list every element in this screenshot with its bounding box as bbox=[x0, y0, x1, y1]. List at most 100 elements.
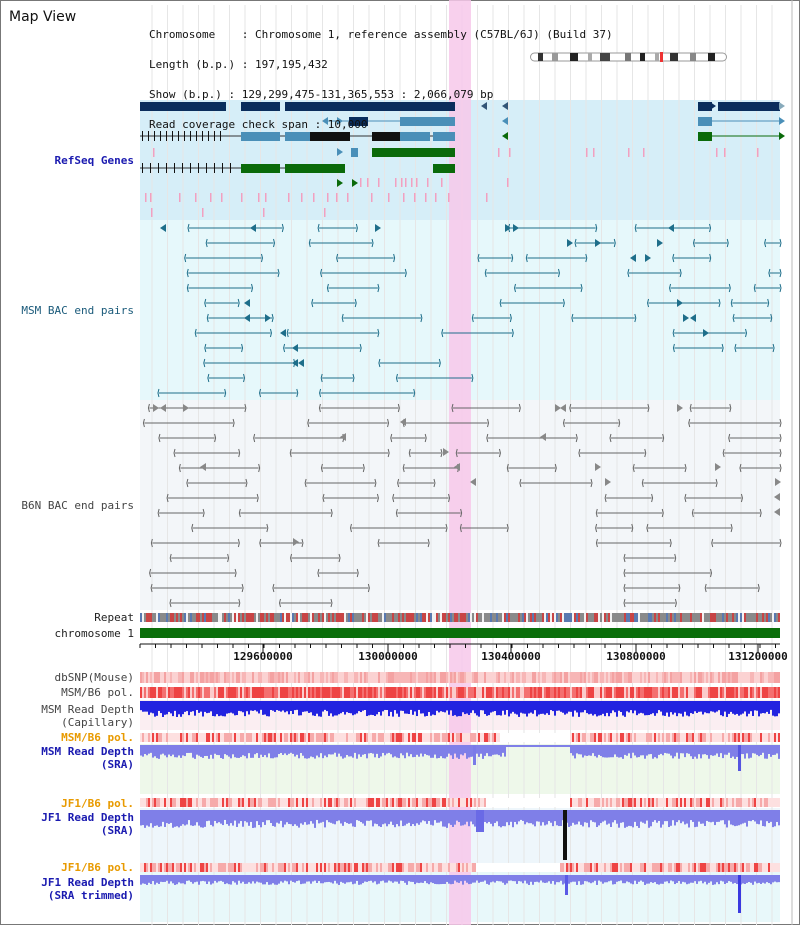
msm-pol2-mark bbox=[380, 733, 382, 742]
msm-pol2-mark bbox=[256, 733, 258, 742]
jf1-depth-sra-bar bbox=[588, 810, 590, 828]
jf1-depth-trim-bar bbox=[746, 875, 748, 883]
dbsnp-mark bbox=[706, 672, 708, 683]
msm-depth-cap-bar bbox=[686, 701, 688, 716]
msm-depth-cap-bar bbox=[644, 701, 646, 716]
msm-pol-mark bbox=[170, 687, 172, 698]
dbsnp-mark bbox=[756, 672, 758, 683]
jf1-pol2-mark bbox=[276, 863, 278, 872]
msm-pol-mark bbox=[740, 687, 742, 698]
repeat-mark bbox=[240, 613, 242, 622]
dbsnp-mark bbox=[376, 672, 378, 683]
jf1-depth-trim-bar bbox=[768, 875, 770, 884]
jf1-depth-sra-bar bbox=[168, 810, 170, 824]
gene-block bbox=[349, 117, 368, 126]
jf1-depth-trim-bar bbox=[358, 875, 360, 885]
jf1-depth-sra-bar bbox=[170, 810, 172, 823]
track-label-msm-bac[interactable]: MSM BAC end pairs bbox=[21, 304, 134, 317]
jf1-pol-mark bbox=[516, 798, 518, 807]
exon bbox=[142, 131, 143, 141]
jf1-depth-sra-bar bbox=[392, 810, 394, 825]
jf1-pol2-mark bbox=[456, 863, 458, 872]
msm-pol2-mark bbox=[756, 733, 758, 742]
exon bbox=[198, 163, 199, 173]
repeat-mark bbox=[656, 613, 658, 622]
msm-depth-cap-bar bbox=[556, 701, 558, 711]
repeat-mark bbox=[372, 613, 374, 622]
jf1-depth-sra-bar bbox=[144, 810, 146, 828]
msm-pol2-mark bbox=[364, 733, 366, 742]
jf1-pol-mark bbox=[234, 798, 236, 807]
repeat-mark bbox=[616, 613, 618, 622]
msm-pol-mark bbox=[704, 687, 706, 698]
jf1-depth-sra-bar bbox=[340, 810, 342, 824]
msm-depth-cap-bar bbox=[762, 701, 764, 714]
chromosome-ideogram[interactable] bbox=[530, 52, 727, 62]
msm-depth-sra-bar bbox=[510, 745, 512, 747]
msm-pol2-mark bbox=[158, 733, 160, 742]
jf1-depth-sra-bar bbox=[522, 810, 524, 821]
dbsnp-mark bbox=[708, 672, 710, 683]
msm-pol2-mark bbox=[428, 733, 430, 742]
jf1-pol-mark bbox=[338, 798, 340, 807]
jf1-depth-trim-bar bbox=[232, 875, 234, 882]
msm-pol2-mark bbox=[164, 733, 166, 742]
jf1-depth-sra-bar bbox=[238, 810, 240, 824]
jf1-depth-sra-bar bbox=[452, 810, 454, 827]
msm-pol-mark bbox=[690, 687, 692, 698]
msm-pol-mark bbox=[288, 687, 290, 698]
jf1-depth-sra-bar bbox=[334, 810, 336, 825]
msm-depth-sra-bar bbox=[698, 745, 700, 755]
snp-tick bbox=[221, 193, 223, 202]
msm-depth-cap-bar bbox=[442, 701, 444, 712]
repeat-mark bbox=[438, 613, 440, 622]
dbsnp-mark bbox=[592, 672, 594, 683]
jf1-depth-sra-bar bbox=[540, 810, 542, 826]
msm-depth-sra-bar bbox=[604, 745, 606, 758]
msm-depth-sra-bar bbox=[516, 745, 518, 747]
msm-depth-sra-bar bbox=[156, 745, 158, 759]
msm-pol-mark bbox=[242, 687, 244, 698]
msm-depth-sra-bar bbox=[340, 745, 342, 757]
jf1-depth-sra-bar bbox=[572, 810, 574, 823]
msm-pol-mark bbox=[310, 687, 312, 698]
jf1-pol-mark bbox=[662, 798, 664, 807]
jf1-depth-sra-bar bbox=[446, 810, 448, 828]
msm-pol2-mark bbox=[676, 733, 678, 742]
msm-depth-cap-bar bbox=[326, 701, 328, 712]
msm-depth-sra-bar bbox=[300, 745, 302, 754]
jf1-depth-trim-bar bbox=[306, 875, 308, 882]
jf1-depth-trim-bar bbox=[310, 875, 312, 884]
repeat-mark bbox=[294, 613, 296, 622]
jf1-pol2-mark bbox=[324, 863, 326, 872]
repeat-mark bbox=[600, 613, 602, 622]
repeat-mark bbox=[234, 613, 236, 622]
gene-block bbox=[698, 132, 712, 141]
track-label-refseq[interactable]: RefSeq Genes bbox=[54, 154, 134, 167]
msm-pol-mark bbox=[172, 687, 174, 698]
msm-depth-cap-bar bbox=[372, 701, 374, 716]
jf1-pol-mark bbox=[484, 798, 486, 807]
repeat-mark bbox=[392, 613, 394, 622]
dbsnp-mark bbox=[366, 672, 368, 683]
track-label-b6n-bac[interactable]: B6N BAC end pairs bbox=[21, 499, 134, 512]
jf1-pol2-mark bbox=[622, 863, 624, 872]
dbsnp-mark bbox=[754, 672, 756, 683]
jf1-pol2-mark bbox=[682, 863, 684, 872]
msm-depth-sra-bar bbox=[656, 745, 658, 759]
repeat-mark bbox=[366, 613, 368, 622]
jf1-depth-trim-bar bbox=[700, 875, 702, 881]
jf1-pol-mark bbox=[310, 798, 312, 807]
jf1-depth-sra-bar bbox=[212, 810, 214, 827]
dbsnp-mark bbox=[368, 672, 370, 683]
msm-pol-mark bbox=[452, 687, 454, 698]
repeat-mark bbox=[164, 613, 166, 622]
msm-pol2-mark bbox=[350, 733, 352, 742]
jf1-pol-mark bbox=[230, 798, 232, 807]
jf1-depth-sra-bar bbox=[466, 810, 468, 822]
bac-end bbox=[477, 253, 480, 263]
bac-end bbox=[627, 268, 630, 278]
jf1-depth-trim-bar bbox=[484, 875, 486, 881]
